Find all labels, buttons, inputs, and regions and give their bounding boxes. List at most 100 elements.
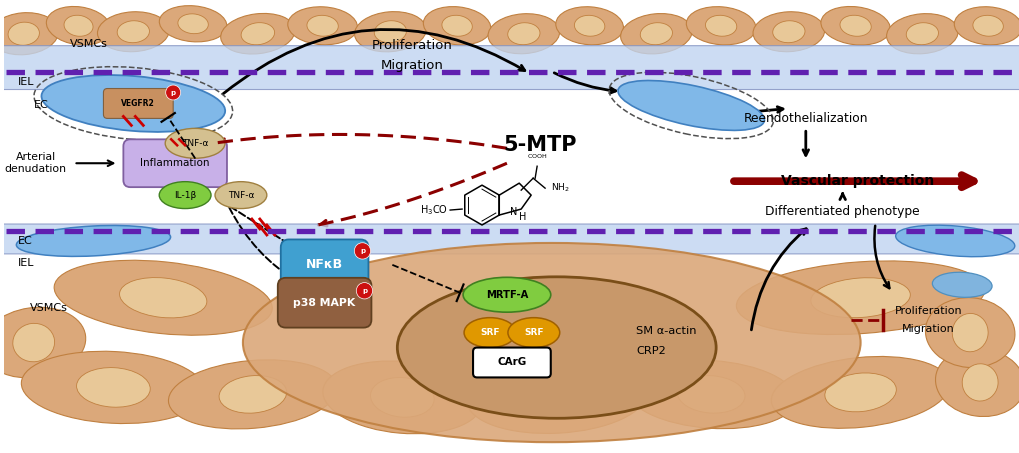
Text: VSMCs: VSMCs: [69, 39, 107, 48]
Ellipse shape: [895, 225, 1014, 257]
Text: Proliferation: Proliferation: [372, 39, 452, 52]
Text: Differentiated phenotype: Differentiated phenotype: [764, 205, 919, 217]
Ellipse shape: [46, 6, 111, 45]
Ellipse shape: [13, 323, 55, 362]
Circle shape: [356, 283, 372, 299]
Ellipse shape: [64, 15, 93, 36]
Text: H$_3$CO: H$_3$CO: [420, 203, 447, 217]
Text: p: p: [170, 90, 175, 96]
Ellipse shape: [810, 278, 909, 318]
Text: Inflammation: Inflammation: [141, 158, 210, 168]
Text: $\mathrm{^{COOH}}$: $\mathrm{^{COOH}}$: [527, 153, 547, 162]
Ellipse shape: [159, 182, 211, 208]
Text: IEL: IEL: [17, 258, 34, 268]
Ellipse shape: [219, 376, 286, 413]
Text: p: p: [362, 288, 367, 294]
Text: Migration: Migration: [901, 323, 954, 333]
Text: Migration: Migration: [380, 59, 443, 72]
Ellipse shape: [168, 360, 337, 429]
Ellipse shape: [886, 14, 957, 54]
Text: MRTF-A: MRTF-A: [485, 290, 528, 300]
Ellipse shape: [620, 14, 692, 54]
Text: VEGFR2: VEGFR2: [121, 99, 155, 108]
Ellipse shape: [0, 307, 86, 378]
Ellipse shape: [752, 12, 824, 52]
FancyBboxPatch shape: [3, 224, 1019, 254]
FancyBboxPatch shape: [277, 278, 371, 328]
Ellipse shape: [215, 182, 267, 208]
Ellipse shape: [177, 14, 208, 34]
Ellipse shape: [8, 22, 40, 45]
Ellipse shape: [119, 278, 207, 318]
Ellipse shape: [905, 23, 937, 45]
Text: Vascular protection: Vascular protection: [781, 174, 933, 188]
Text: TNF-α: TNF-α: [181, 139, 208, 148]
Circle shape: [165, 85, 180, 100]
Text: H: H: [519, 212, 527, 222]
Circle shape: [354, 243, 370, 259]
Ellipse shape: [487, 14, 559, 54]
Text: VSMCs: VSMCs: [30, 303, 67, 313]
Ellipse shape: [42, 75, 225, 132]
Ellipse shape: [555, 7, 623, 45]
Ellipse shape: [370, 377, 434, 417]
Text: TNF-α: TNF-α: [227, 191, 254, 200]
Ellipse shape: [307, 15, 338, 36]
Text: EC: EC: [18, 236, 33, 246]
Ellipse shape: [54, 260, 272, 335]
Text: CRP2: CRP2: [636, 346, 665, 356]
FancyBboxPatch shape: [103, 88, 173, 118]
Ellipse shape: [931, 272, 991, 297]
Ellipse shape: [770, 357, 949, 428]
Text: 5-MTP: 5-MTP: [502, 135, 576, 155]
FancyBboxPatch shape: [280, 240, 368, 290]
Ellipse shape: [640, 23, 672, 45]
Ellipse shape: [98, 12, 169, 52]
Ellipse shape: [972, 15, 1003, 36]
Text: CArG: CArG: [497, 357, 526, 367]
Ellipse shape: [952, 313, 987, 352]
Ellipse shape: [16, 226, 170, 256]
Ellipse shape: [165, 128, 225, 158]
Ellipse shape: [934, 348, 1019, 417]
Ellipse shape: [507, 23, 539, 45]
Ellipse shape: [374, 21, 406, 43]
Ellipse shape: [677, 376, 744, 413]
Ellipse shape: [243, 243, 860, 442]
Ellipse shape: [507, 318, 559, 347]
Text: SRF: SRF: [524, 328, 543, 337]
Ellipse shape: [355, 12, 426, 52]
Ellipse shape: [626, 360, 795, 429]
Ellipse shape: [954, 7, 1019, 45]
FancyBboxPatch shape: [3, 46, 1019, 90]
Ellipse shape: [464, 318, 516, 347]
Text: p38 MAPK: p38 MAPK: [293, 298, 356, 308]
Ellipse shape: [76, 367, 150, 407]
Text: SRF: SRF: [480, 328, 499, 337]
Ellipse shape: [463, 277, 550, 312]
Ellipse shape: [618, 81, 763, 130]
Text: IL-1β: IL-1β: [174, 191, 196, 200]
Text: Reendothelialization: Reendothelialization: [743, 112, 867, 125]
Ellipse shape: [287, 7, 357, 45]
Text: N: N: [510, 207, 517, 217]
Ellipse shape: [323, 361, 481, 434]
Ellipse shape: [397, 277, 715, 418]
Text: SM α-actin: SM α-actin: [636, 326, 696, 336]
Ellipse shape: [467, 361, 646, 434]
Ellipse shape: [220, 14, 294, 54]
Ellipse shape: [240, 23, 274, 45]
Ellipse shape: [924, 298, 1014, 367]
Ellipse shape: [159, 5, 226, 42]
Ellipse shape: [961, 364, 998, 401]
Ellipse shape: [0, 13, 58, 55]
Ellipse shape: [840, 15, 870, 36]
FancyBboxPatch shape: [473, 347, 550, 377]
Text: p: p: [360, 248, 365, 254]
Ellipse shape: [824, 373, 896, 412]
Ellipse shape: [574, 15, 604, 36]
Text: Arterial
denudation: Arterial denudation: [5, 152, 66, 174]
FancyBboxPatch shape: [123, 140, 227, 187]
Ellipse shape: [423, 7, 490, 45]
Text: IEL: IEL: [17, 77, 34, 87]
